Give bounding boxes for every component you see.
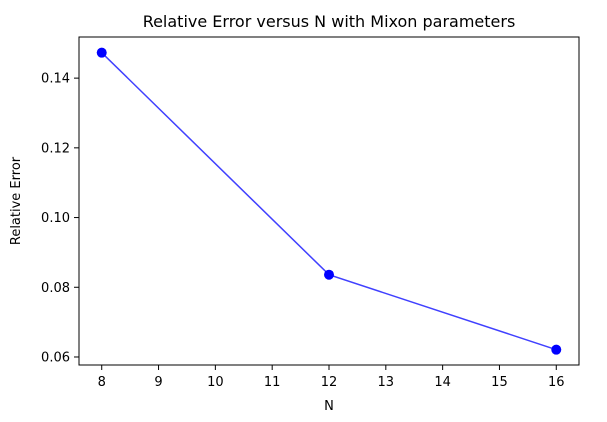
plot-frame (78, 36, 580, 366)
x-axis-label: N (324, 399, 334, 414)
x-tick-label: 13 (378, 375, 395, 390)
x-tick-label: 12 (321, 375, 338, 390)
x-tick-label: 14 (434, 375, 451, 390)
data-point (551, 344, 562, 355)
x-tick-label: 15 (491, 375, 508, 390)
y-tick-label: 0.06 (41, 350, 70, 365)
x-tick-label: 10 (207, 375, 224, 390)
series-layer (96, 47, 562, 355)
y-tick-label: 0.08 (41, 281, 70, 296)
y-axis-label: Relative Error (9, 156, 24, 245)
chart-title: Relative Error versus N with Mixon param… (143, 12, 516, 31)
x-tick-label: 9 (154, 375, 162, 390)
x-tick-label: 11 (264, 375, 281, 390)
x-tick-label: 8 (98, 375, 106, 390)
y-tick-label: 0.10 (41, 211, 70, 226)
y-axis-ticks: 0.06 0.08 0.10 0.12 0.14 (41, 72, 79, 365)
y-tick-label: 0.14 (41, 72, 70, 87)
x-axis-ticks: 8 9 10 11 12 13 14 15 16 (98, 365, 565, 390)
data-point (324, 269, 334, 280)
x-tick-label: 16 (548, 375, 565, 390)
data-point (96, 47, 107, 58)
y-tick-label: 0.12 (41, 141, 70, 156)
